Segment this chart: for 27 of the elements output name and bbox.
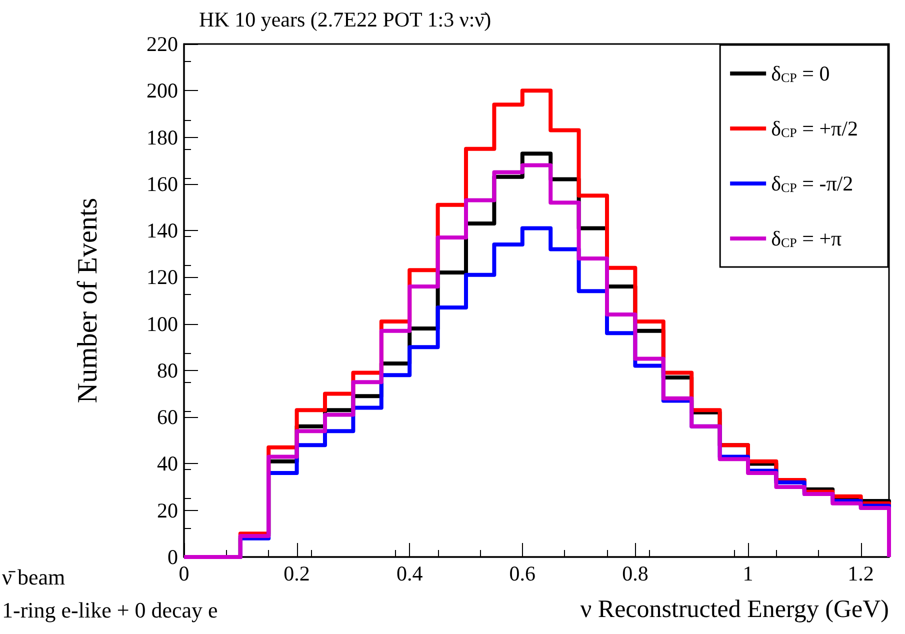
- y-tick-label: 140: [146, 218, 178, 243]
- x-tick-label: 1.2: [848, 562, 874, 586]
- y-tick-label: 120: [146, 265, 178, 290]
- x-tick-label: 0.2: [284, 562, 310, 586]
- x-tick-label: 1: [742, 562, 754, 586]
- chart-title: HK 10 years (2.7E22 POT 1:3 ν:ν̄): [199, 8, 492, 32]
- x-tick-label: 0.8: [622, 562, 648, 586]
- y-tick-label: 60: [157, 405, 178, 430]
- y-tick-label: 220: [146, 32, 178, 56]
- legend-label: δCP = 0: [771, 62, 830, 86]
- x-axis-title: ν Reconstructed Energy (GeV): [580, 596, 889, 623]
- legend-label: δCP = -π/2: [771, 172, 854, 196]
- y-tick-label: 80: [157, 358, 178, 382]
- text: 1-ring e-like + 0 decay e: [2, 598, 218, 622]
- x-tick-label: 0.4: [396, 562, 424, 586]
- y-tick-label: 160: [146, 172, 178, 196]
- text: ν̄ beam: [2, 564, 66, 590]
- y-tick-label: 100: [146, 312, 178, 336]
- y-tick-label: 40: [157, 452, 178, 476]
- y-axis-title: Number of Events: [72, 198, 104, 404]
- x-tick-label: 0.6: [509, 562, 536, 586]
- y-tick-label: 0: [168, 545, 178, 569]
- y-tick-label: 180: [146, 125, 178, 150]
- legend-label: δCP = +π: [771, 226, 842, 250]
- y-tick-label: 20: [157, 498, 178, 522]
- y-tick-label: 200: [146, 78, 178, 103]
- legend-label: δCP = +π/2: [771, 116, 858, 140]
